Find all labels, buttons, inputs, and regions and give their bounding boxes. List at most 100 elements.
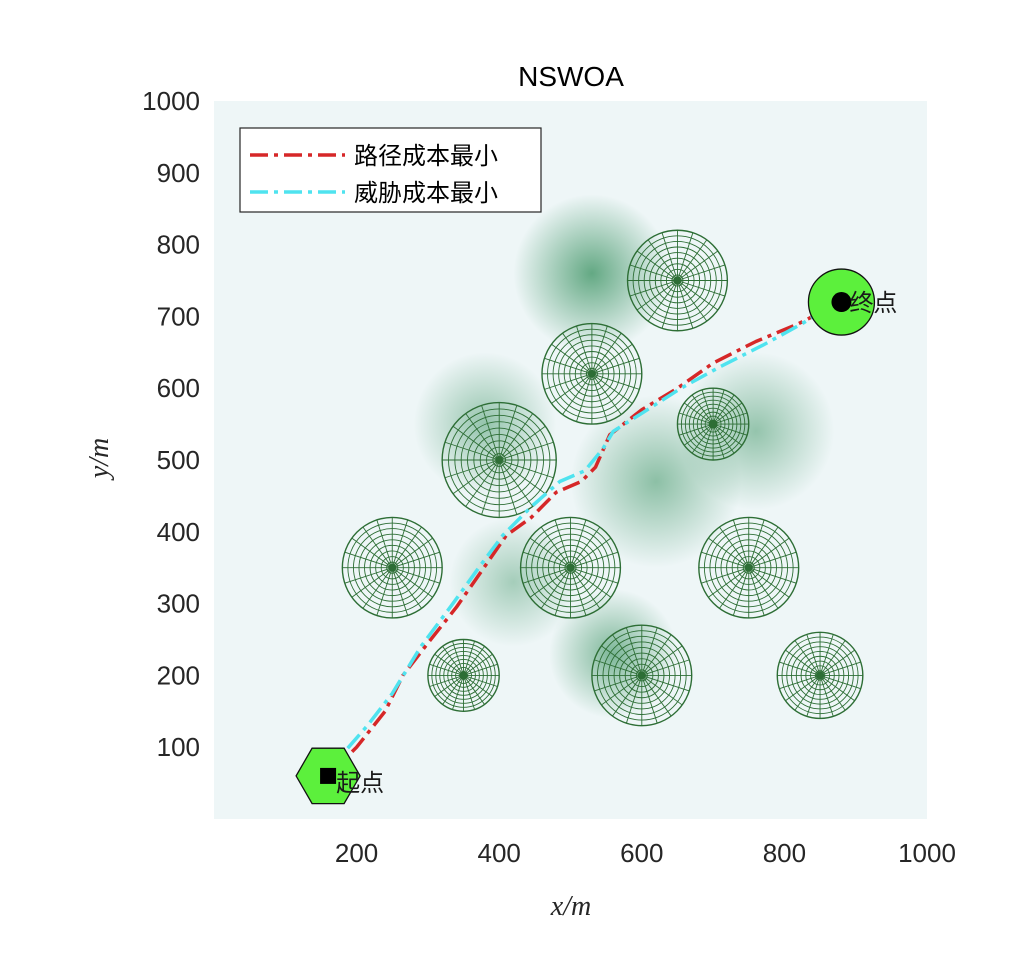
threat-spoke	[625, 627, 643, 676]
threat-spoke	[591, 373, 633, 404]
threat-center	[816, 671, 825, 680]
threat-spoke	[819, 675, 834, 717]
threat-spoke	[748, 567, 779, 609]
threat-spoke	[576, 325, 593, 374]
threat-center	[673, 276, 682, 285]
start-square	[320, 767, 337, 784]
threat-spoke	[463, 646, 485, 676]
x-tick-label: 1000	[898, 838, 956, 868]
threat-spoke	[591, 357, 640, 375]
threat-spoke	[748, 567, 797, 584]
threat-spoke	[392, 567, 440, 584]
threat-spoke	[429, 663, 464, 676]
threat-center	[744, 563, 753, 572]
threat-spoke	[641, 675, 672, 717]
threat-spoke	[679, 412, 714, 425]
threat-spoke	[748, 567, 790, 598]
threat-spoke	[647, 239, 678, 281]
threat-spoke	[591, 373, 622, 415]
threat-spoke	[540, 567, 571, 609]
threat-spoke	[544, 357, 593, 375]
threat-spoke	[351, 537, 393, 569]
heat-peak-0	[513, 194, 671, 353]
threat-spoke	[463, 675, 485, 705]
threat-spoke	[785, 649, 821, 676]
threat-spoke	[570, 526, 601, 568]
threat-spoke	[641, 674, 690, 692]
start-label: 起点	[336, 769, 384, 797]
threat-zone-5	[519, 516, 622, 619]
threat-spoke	[594, 674, 642, 692]
threat-spoke	[591, 332, 622, 375]
threat-center	[566, 563, 575, 572]
threat-spoke	[529, 537, 571, 569]
threat-spoke	[712, 423, 748, 436]
threat-spoke	[498, 459, 518, 515]
threat-spoke	[570, 567, 601, 609]
x-tick-label: 600	[620, 838, 663, 868]
y-tick-label: 600	[157, 373, 200, 403]
x-tick-label: 400	[478, 838, 521, 868]
threat-spoke	[570, 567, 619, 584]
threat-spoke	[463, 675, 475, 710]
threat-spoke	[779, 661, 821, 676]
path-series	[326, 300, 843, 778]
threat-spoke	[712, 402, 743, 425]
threat-spoke	[612, 634, 643, 676]
threat-spoke	[452, 459, 500, 495]
threat-spoke	[498, 405, 518, 461]
threat-spoke	[661, 232, 678, 281]
threat-spoke	[785, 675, 821, 702]
threat-spoke	[463, 641, 475, 676]
y-tick-label: 1000	[142, 86, 200, 116]
heat-peak-4	[549, 589, 678, 719]
threat-spoke	[570, 551, 619, 569]
threat-spoke	[434, 653, 464, 676]
threat-spoke	[452, 675, 464, 710]
threat-spoke	[748, 526, 779, 568]
threat-spoke	[481, 405, 500, 461]
threat-spoke	[498, 459, 546, 495]
threat-spoke	[732, 519, 750, 568]
threat-spoke	[641, 675, 658, 724]
threat-spoke	[391, 519, 409, 568]
threat-spoke	[362, 567, 393, 609]
threat-spoke	[594, 659, 642, 676]
threat-spoke	[481, 459, 500, 515]
threat-spoke	[677, 280, 708, 322]
threat-spoke	[434, 675, 464, 697]
threat-spoke	[498, 413, 534, 461]
y-tick-label: 300	[157, 589, 200, 619]
threat-spoke	[701, 551, 749, 569]
x-tick-label: 200	[335, 838, 378, 868]
threat-spoke	[641, 627, 658, 676]
threat-spoke	[732, 567, 750, 616]
threat-zone-7	[427, 638, 500, 713]
threat-zone-4	[341, 516, 443, 619]
threat-spoke	[444, 459, 500, 479]
threat-spoke	[677, 280, 694, 329]
y-tick-label: 700	[157, 301, 200, 331]
threat-spoke	[570, 537, 612, 569]
threat-spoke	[647, 280, 678, 322]
threat-spoke	[570, 567, 587, 616]
threat-spoke	[463, 674, 498, 687]
threat-spoke	[499, 441, 554, 461]
threat-center	[495, 456, 504, 464]
threat-spoke	[719, 526, 750, 568]
threat-spoke	[691, 394, 714, 425]
threat-spoke	[591, 325, 608, 374]
threat-spoke	[362, 526, 393, 568]
threat-spoke	[806, 675, 821, 717]
threat-center	[459, 671, 468, 680]
threat-spoke	[452, 641, 464, 676]
y-axis-ticks: 100 200 300 400 500 600 700 800 900 1000	[142, 86, 200, 762]
threat-spoke	[683, 402, 714, 425]
threat-spoke	[625, 675, 643, 724]
threat-zone-3	[441, 401, 557, 519]
threat-spoke	[391, 537, 433, 569]
x-tick-label: 800	[763, 838, 806, 868]
threat-spoke	[570, 567, 612, 598]
threat-spoke	[391, 567, 433, 598]
